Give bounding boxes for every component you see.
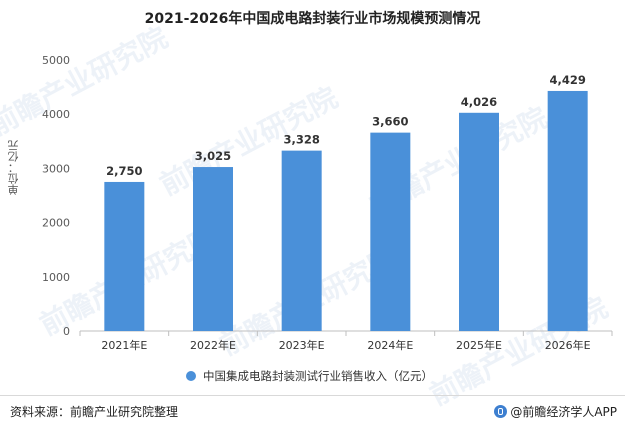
bar-value-label: 3,025	[195, 149, 231, 163]
y-tick-label: 2000	[42, 217, 70, 230]
source-note: 资料来源：前瞻产业研究院整理	[10, 405, 179, 419]
y-tick-label: 3000	[42, 162, 70, 175]
bar	[370, 132, 411, 331]
x-tick-label: 2022年E	[190, 338, 236, 352]
bar	[281, 150, 322, 331]
bar-value-label: 3,660	[372, 115, 408, 129]
legend-marker	[186, 371, 196, 381]
x-tick-label: 2021年E	[101, 338, 147, 352]
x-tick-label: 2025年E	[456, 338, 502, 352]
x-tick-label: 2024年E	[367, 338, 413, 352]
y-tick-label: 0	[63, 325, 70, 338]
app-label: @前瞻经济学人APP	[510, 405, 617, 419]
y-tick-label: 5000	[42, 54, 70, 67]
bar	[104, 181, 145, 331]
x-tick-label: 2026年E	[545, 338, 591, 352]
x-tick-label: 2023年E	[279, 338, 325, 352]
app-credit: @前瞻经济学人APP	[494, 403, 617, 420]
bar-value-label: 3,328	[283, 133, 319, 147]
bar	[459, 112, 499, 331]
bar-value-label: 4,026	[461, 95, 497, 109]
legend: 中国集成电路封装测试行业销售收入（亿元）	[186, 368, 433, 384]
chart-title: 2021-2026年中国成电路封装行业市场规模预测情况	[144, 11, 481, 27]
legend-label: 中国集成电路封装测试行业销售收入（亿元）	[203, 369, 433, 383]
y-tick-label: 4000	[42, 108, 70, 121]
bar	[193, 167, 233, 331]
y-tick-label: 1000	[42, 271, 70, 284]
bar-value-label: 4,429	[549, 73, 585, 87]
bar-value-label: 2,750	[106, 164, 142, 178]
bar	[547, 90, 588, 331]
app-logo-icon	[494, 405, 508, 418]
footer-divider	[0, 395, 625, 396]
